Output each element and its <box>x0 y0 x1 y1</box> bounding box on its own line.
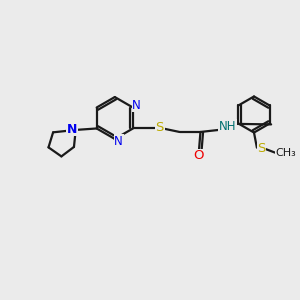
Text: N: N <box>114 135 123 148</box>
Text: NH: NH <box>219 120 237 133</box>
Text: S: S <box>155 122 164 134</box>
Text: N: N <box>67 122 77 136</box>
Text: S: S <box>257 142 266 155</box>
Text: CH₃: CH₃ <box>276 148 296 158</box>
Text: O: O <box>194 149 204 162</box>
Text: N: N <box>132 99 141 112</box>
